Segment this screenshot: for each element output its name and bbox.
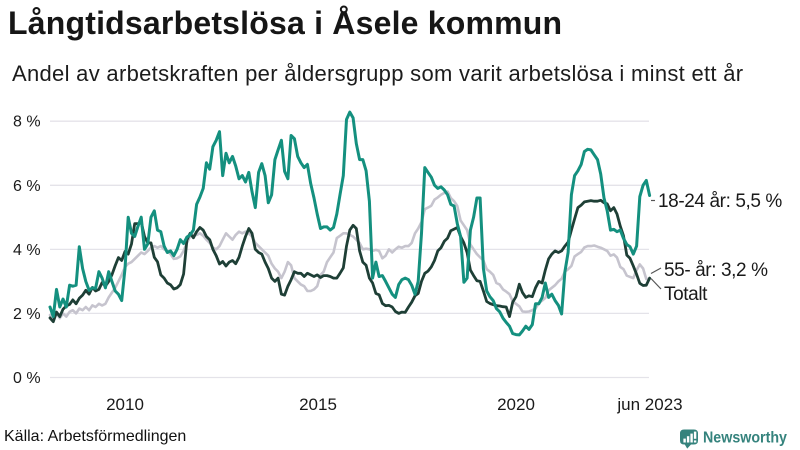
svg-text:18-24 år: 5,5 %: 18-24 år: 5,5 % [658, 191, 782, 212]
svg-text:2015: 2015 [299, 395, 337, 414]
svg-text:Newsworthy: Newsworthy [703, 430, 787, 447]
svg-text:8 %: 8 % [13, 114, 41, 131]
svg-text:2010: 2010 [106, 395, 144, 414]
svg-text:55- år: 3,2 %: 55- år: 3,2 % [664, 260, 768, 281]
svg-text:0 %: 0 % [13, 370, 41, 387]
svg-text:jun 2023: jun 2023 [616, 395, 682, 414]
svg-text:6 %: 6 % [13, 178, 41, 195]
svg-text:Totalt: Totalt [664, 284, 708, 305]
svg-text:2020: 2020 [497, 395, 535, 414]
svg-text:4 %: 4 % [13, 242, 41, 259]
svg-text:2 %: 2 % [13, 306, 41, 323]
